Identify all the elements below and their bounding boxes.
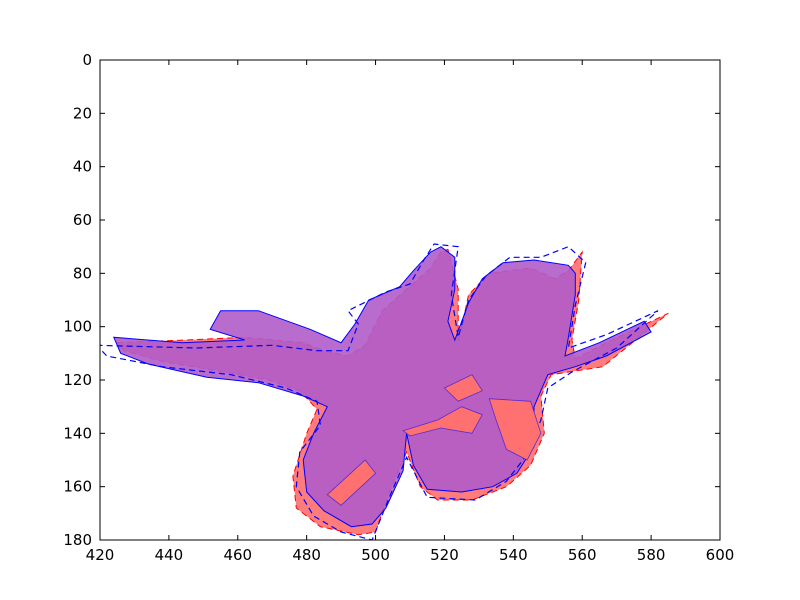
x-tick-label-480: 480 (292, 546, 321, 564)
region-right-lobe-cutout (488, 398, 542, 461)
x-tick-label-460: 460 (223, 546, 252, 564)
x-tick-label-560: 560 (568, 546, 597, 564)
region-lower-left-strip (326, 459, 377, 506)
y-tick-label-100: 100 (63, 318, 92, 336)
y-tick-label-180: 180 (63, 531, 92, 549)
plot-layer (100, 243, 669, 540)
y-tick-label-0: 0 (82, 51, 92, 69)
x-tick-label-520: 520 (430, 546, 459, 564)
y-tick-label-60: 60 (73, 211, 92, 229)
axis-layer: 420 440 460 480 500 520 540 560 580 600 0 20 40 60 80 1… (63, 51, 734, 564)
region-small-pocket (443, 374, 483, 402)
y-tick-label-20: 20 (73, 104, 92, 122)
x-tick-label-500: 500 (361, 546, 390, 564)
x-tick-label-420: 420 (86, 546, 115, 564)
y-tick-label-40: 40 (73, 158, 92, 176)
series-blue-dashed-outline (100, 243, 659, 540)
plot-frame (99, 59, 721, 541)
x-tick-label-440: 440 (155, 546, 184, 564)
series-purple-filled-region (113, 246, 652, 528)
y-tick-label-120: 120 (63, 371, 92, 389)
y-tick-label-80: 80 (73, 264, 92, 282)
region-center-band (402, 406, 483, 437)
x-tick-label-580: 580 (637, 546, 666, 564)
y-tick-label-140: 140 (63, 424, 92, 442)
x-tick-label-600: 600 (706, 546, 735, 564)
x-tick-label-540: 540 (499, 546, 528, 564)
y-tick-label-160: 160 (63, 478, 92, 496)
